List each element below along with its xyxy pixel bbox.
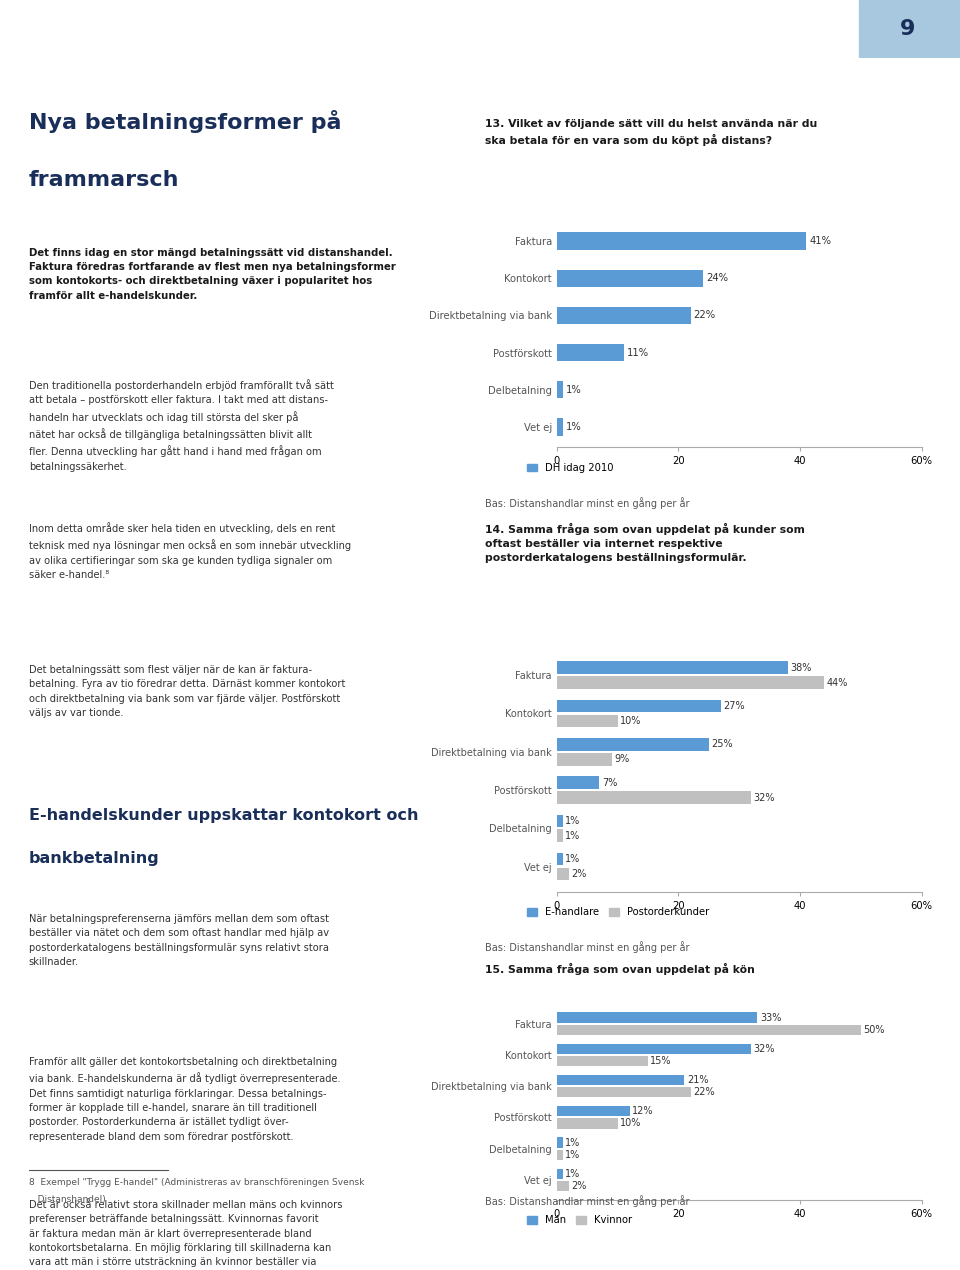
Text: 1%: 1%: [565, 831, 581, 841]
Bar: [859, 0, 960, 58]
Text: 11%: 11%: [627, 348, 649, 358]
Text: Distanshandel): Distanshandel): [29, 1195, 106, 1204]
Bar: [557, 853, 563, 865]
Bar: [557, 344, 624, 362]
Text: 1%: 1%: [565, 1138, 581, 1148]
Text: 1%: 1%: [565, 1149, 581, 1160]
Text: Det betalningssätt som flest väljer när de kan är faktura-
betalning. Fyra av ti: Det betalningssätt som flest väljer när …: [29, 665, 346, 718]
Text: 32%: 32%: [754, 792, 776, 803]
Text: 33%: 33%: [760, 1012, 781, 1022]
Text: 38%: 38%: [790, 663, 811, 673]
Bar: [557, 1181, 569, 1191]
Bar: [557, 829, 563, 842]
Text: När betalningspreferenserna jämförs mellan dem som oftast
beställer via nätet oc: När betalningspreferenserna jämförs mell…: [29, 914, 329, 968]
Text: Framför allt gäller det kontokortsbetalning och direktbetalning
via bank. E-hand: Framför allt gäller det kontokortsbetaln…: [29, 1057, 341, 1142]
Text: 2%: 2%: [571, 869, 587, 879]
Text: 25%: 25%: [711, 739, 732, 749]
Text: 10%: 10%: [620, 716, 641, 726]
Text: 10%: 10%: [620, 1119, 641, 1129]
Bar: [557, 1149, 563, 1160]
Bar: [557, 1138, 563, 1148]
Text: 8  Exempel "Trygg E-handel" (Administreras av branschföreningen Svensk: 8 Exempel "Trygg E-handel" (Administrera…: [29, 1179, 364, 1187]
Text: 15%: 15%: [651, 1055, 672, 1066]
Bar: [557, 1055, 648, 1066]
Bar: [557, 715, 617, 728]
Text: 15. Samma fråga som ovan uppdelat på kön: 15. Samma fråga som ovan uppdelat på kön: [485, 963, 755, 975]
Bar: [557, 269, 703, 287]
Text: 9: 9: [900, 19, 915, 39]
Text: 22%: 22%: [693, 310, 716, 320]
Bar: [557, 738, 708, 751]
Text: Det finns idag en stor mängd betalningssätt vid distanshandel.
Faktura föredras : Det finns idag en stor mängd betalningss…: [29, 248, 396, 301]
Bar: [557, 1074, 684, 1085]
Bar: [557, 867, 569, 880]
Bar: [557, 1025, 861, 1035]
Legend: Män, Kvinnor: Män, Kvinnor: [523, 1212, 636, 1229]
Bar: [557, 791, 752, 804]
Text: 1%: 1%: [565, 1168, 581, 1179]
Text: 24%: 24%: [706, 273, 728, 283]
Text: 7%: 7%: [602, 777, 617, 787]
Bar: [557, 1044, 752, 1054]
Text: Bas: Distanshandlar minst en gång per år: Bas: Distanshandlar minst en gång per år: [485, 1195, 689, 1208]
Text: Inom detta område sker hela tiden en utveckling, dels en rent
teknisk med nya lö: Inom detta område sker hela tiden en utv…: [29, 522, 351, 580]
Bar: [557, 662, 788, 674]
Text: 50%: 50%: [863, 1025, 885, 1035]
Text: 32%: 32%: [754, 1044, 776, 1054]
Bar: [557, 1119, 617, 1129]
Bar: [557, 1087, 690, 1097]
Text: E-handelskunder uppskattar kontokort och: E-handelskunder uppskattar kontokort och: [29, 808, 419, 823]
Bar: [557, 381, 563, 399]
Text: 14. Samma fråga som ovan uppdelat på kunder som
oftast beställer via internet re: 14. Samma fråga som ovan uppdelat på kun…: [485, 523, 804, 564]
Bar: [557, 776, 599, 789]
Bar: [557, 306, 690, 324]
Text: Nya betalningsformer på: Nya betalningsformer på: [29, 110, 342, 133]
Text: Posten AB  -  Distanshandeln idag 2010: Posten AB - Distanshandeln idag 2010: [258, 20, 587, 38]
Text: Det är också relativt stora skillnader mellan mäns och kvinnors
preferenser betr: Det är också relativt stora skillnader m…: [29, 1200, 343, 1270]
Text: Bas: Distanshandlar minst en gång per år: Bas: Distanshandlar minst en gång per år: [485, 497, 689, 509]
Text: bankbetalning: bankbetalning: [29, 851, 159, 866]
Bar: [557, 814, 563, 827]
Bar: [557, 1012, 757, 1022]
Bar: [557, 1106, 630, 1116]
Text: 44%: 44%: [827, 678, 848, 687]
Text: Bas: Distanshandlar minst en gång per år: Bas: Distanshandlar minst en gång per år: [485, 941, 689, 954]
Text: 2%: 2%: [571, 1181, 587, 1191]
Text: 1%: 1%: [565, 855, 581, 864]
Text: 21%: 21%: [687, 1074, 708, 1085]
Bar: [557, 1168, 563, 1179]
Bar: [557, 700, 721, 712]
Text: frammarsch: frammarsch: [29, 170, 180, 190]
Text: 22%: 22%: [693, 1087, 714, 1097]
Text: Den traditionella postorderhandeln erbjöd framförallt två sätt
att betala – post: Den traditionella postorderhandeln erbjö…: [29, 378, 334, 472]
Text: 13. Vilket av följande sätt vill du helst använda när du
ska betala för en vara : 13. Vilket av följande sätt vill du hels…: [485, 119, 817, 146]
Bar: [557, 753, 612, 766]
Text: 27%: 27%: [724, 701, 745, 711]
Bar: [557, 418, 563, 436]
Text: 41%: 41%: [809, 236, 831, 246]
Text: 1%: 1%: [565, 815, 581, 826]
Legend: E-handlare, Postorderkunder: E-handlare, Postorderkunder: [523, 903, 713, 922]
Text: 9%: 9%: [614, 754, 629, 765]
Text: 1%: 1%: [565, 422, 582, 432]
Text: 1%: 1%: [565, 385, 582, 395]
Legend: DH idag 2010: DH idag 2010: [523, 458, 618, 478]
Bar: [557, 232, 806, 250]
Bar: [557, 677, 825, 688]
Text: 12%: 12%: [633, 1106, 654, 1116]
